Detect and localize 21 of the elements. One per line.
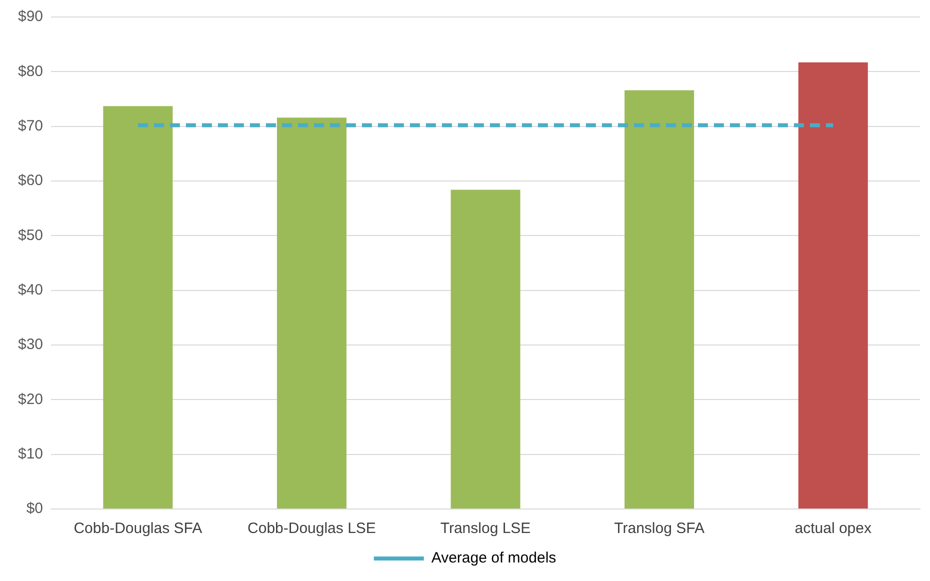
bar — [103, 106, 173, 508]
x-tick-label: actual opex — [794, 520, 872, 538]
y-tick-label: $80 — [18, 62, 44, 80]
y-tick-label: $50 — [18, 226, 44, 244]
bar — [624, 90, 694, 508]
x-tick-label: Cobb-Douglas LSE — [248, 520, 376, 538]
bar — [450, 190, 520, 508]
y-tick-label: $70 — [18, 117, 44, 134]
x-tick-label: Translog SFA — [614, 520, 704, 538]
y-tick-label: $10 — [18, 445, 44, 462]
bar — [276, 118, 346, 508]
y-tick-label: $0 — [26, 500, 44, 518]
legend-label: Average of models — [431, 550, 556, 567]
y-tick-label: $90 — [18, 8, 44, 26]
y-tick-label: $40 — [18, 281, 44, 298]
bar — [798, 62, 868, 508]
x-tick-label: Translog LSE — [440, 520, 531, 538]
y-tick-label: $60 — [18, 172, 44, 190]
y-tick-label: $20 — [18, 390, 44, 408]
y-tick-label: $30 — [18, 336, 44, 354]
x-tick-label: Cobb-Douglas SFA — [74, 520, 202, 538]
